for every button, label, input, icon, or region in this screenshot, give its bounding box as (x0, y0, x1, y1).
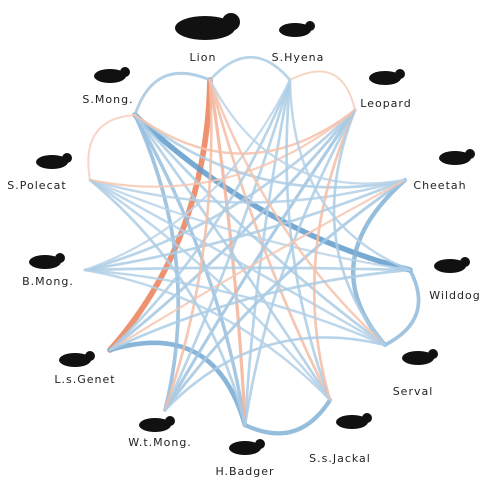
icon-head (85, 351, 95, 361)
node-label: B.Mong. (22, 275, 74, 288)
icon-head (55, 253, 65, 263)
animal-icon (175, 13, 240, 40)
icon-head (120, 67, 130, 77)
edge (385, 270, 419, 345)
icon-head (165, 416, 175, 426)
node-label: S.Polecat (7, 179, 66, 192)
node-label: Cheetah (413, 179, 466, 192)
edge (290, 71, 355, 110)
node-label: Lion (190, 51, 217, 64)
animal-icon (36, 153, 72, 169)
icon-head (362, 413, 372, 423)
edge (210, 80, 405, 184)
animal-icon (59, 351, 95, 367)
icon-head (395, 69, 405, 79)
animal-icon (434, 257, 470, 273)
animal-icon (369, 69, 405, 85)
node-label: S.s.Jackal (309, 452, 371, 465)
edge (165, 337, 385, 410)
edge (245, 400, 330, 433)
network: Lion S.Hyena Leopard Cheetah Wilddog Serval S.… (0, 0, 484, 485)
node-label: Serval (393, 385, 434, 398)
node-label: L.s.Genet (54, 373, 115, 386)
node-label: S.Mong. (82, 93, 133, 106)
animal-icon (229, 439, 265, 455)
edges (85, 57, 419, 433)
edge (110, 270, 410, 350)
icon-head (305, 21, 315, 31)
node-label: Wilddog (429, 289, 480, 302)
icon-head (465, 149, 475, 159)
node-label: Leopard (360, 97, 411, 110)
animal-icon (439, 149, 475, 165)
icon-head (460, 257, 470, 267)
edge (88, 115, 135, 180)
icon-head (428, 349, 438, 359)
node-label: W.t.Mong. (128, 436, 192, 449)
edge (210, 80, 245, 425)
animal-icon (29, 253, 65, 269)
edge (135, 73, 210, 115)
animal-icon (94, 67, 130, 83)
animal-icon (402, 349, 438, 365)
node-label: S.Hyena (272, 51, 325, 64)
edge (314, 110, 355, 400)
animal-icon (139, 416, 175, 432)
icon-head (222, 13, 240, 31)
icon-head (255, 439, 265, 449)
node-label: H.Badger (215, 465, 274, 478)
animal-icon (279, 21, 315, 37)
icon-head (62, 153, 72, 163)
animal-icon (336, 413, 372, 429)
